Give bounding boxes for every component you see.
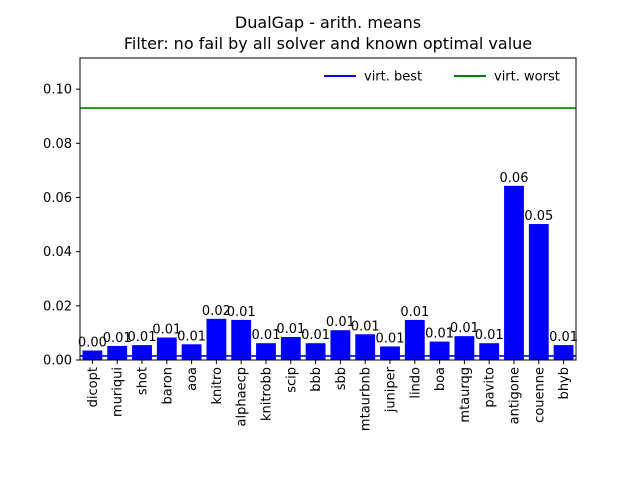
x-tick-label: antigone xyxy=(508,367,523,424)
bar xyxy=(528,224,549,360)
x-tick-label: mtaurqg xyxy=(458,367,473,423)
bar xyxy=(231,319,252,360)
x-tick-label: lindo xyxy=(408,367,423,399)
bar-value-label: 0.01 xyxy=(475,328,504,343)
bar-value-label: 0.01 xyxy=(425,327,454,342)
y-tick-label: 0.08 xyxy=(43,137,72,152)
bar-value-label: 0.01 xyxy=(152,323,181,338)
legend: virt. best virt. worst xyxy=(324,70,560,85)
chart-title: DualGap - arith. means xyxy=(235,13,421,32)
y-tick-label: 0.10 xyxy=(43,83,72,98)
bar xyxy=(404,319,425,360)
x-tick-label: couenne xyxy=(532,367,547,423)
bar xyxy=(305,343,326,360)
bar xyxy=(553,345,574,360)
x-tick-label: dicopt xyxy=(86,367,101,407)
x-tick-label: scip xyxy=(284,367,299,393)
bar-value-label: 0.01 xyxy=(549,330,578,345)
bar xyxy=(132,345,152,360)
bar xyxy=(330,330,351,360)
y-tick-label: 0.00 xyxy=(43,354,72,369)
bar xyxy=(429,341,450,360)
chart-subtitle: Filter: no fail by all solver and known … xyxy=(124,34,532,53)
x-tick-label: shot xyxy=(136,367,151,395)
bar xyxy=(280,336,301,360)
x-tick-label: bhyb xyxy=(557,367,572,399)
bar-value-label: 0.01 xyxy=(400,305,429,320)
bar-value-label: 0.02 xyxy=(202,304,231,319)
bar-value-label: 0.05 xyxy=(524,209,553,224)
bar-value-label: 0.01 xyxy=(227,305,256,320)
bar xyxy=(479,343,500,360)
x-tick-label: sbb xyxy=(334,367,349,390)
bar xyxy=(256,343,276,360)
bar-value-label: 0.01 xyxy=(276,322,305,337)
bar-value-label: 0.01 xyxy=(103,331,132,346)
bar xyxy=(355,334,376,360)
bar-value-label: 0.06 xyxy=(500,171,529,186)
axes-frame xyxy=(79,57,577,361)
x-tick-label: alphaecp xyxy=(235,367,250,426)
x-tick-label: knitro xyxy=(210,367,225,405)
x-tick-label: boa xyxy=(433,367,448,391)
x-tick-label: baron xyxy=(160,367,175,404)
bar-value-label: 0.01 xyxy=(450,321,479,336)
bar xyxy=(107,345,128,360)
bar xyxy=(206,318,227,360)
bar-value-label: 0.01 xyxy=(177,329,206,344)
legend-label: virt. best xyxy=(364,70,422,85)
bar-value-label: 0.01 xyxy=(252,328,281,343)
y-tick-label: 0.06 xyxy=(43,191,72,206)
bar-value-label: 0.01 xyxy=(351,319,380,334)
axes: 0.00 0.02 0.04 0.06 0.08 0.10 dicopt muriqui sho… xyxy=(43,57,577,431)
bar xyxy=(156,337,177,360)
bar-value-label: 0.01 xyxy=(128,330,157,345)
bar-value-label: 0.01 xyxy=(326,315,355,330)
bar xyxy=(181,344,202,360)
y-tick-label: 0.02 xyxy=(43,299,72,314)
x-tick-label: aoa xyxy=(185,367,200,391)
bar xyxy=(504,185,524,360)
x-tick-label: muriqui xyxy=(111,367,126,417)
x-tick-label: bbb xyxy=(309,367,324,392)
x-tick-label: knitrobb xyxy=(260,367,275,421)
x-tick-label: juniper xyxy=(384,366,399,413)
x-tick-label: pavito xyxy=(483,367,498,408)
bar-value-label: 0.01 xyxy=(301,328,330,343)
x-tick-label: mtaurbnb xyxy=(359,367,374,431)
bar-value-label: 0.00 xyxy=(78,336,107,351)
bar xyxy=(454,336,475,360)
plot-area: 0.000.010.010.010.010.020.010.010.010.01… xyxy=(78,107,578,360)
y-tick-label: 0.04 xyxy=(43,245,72,260)
bar xyxy=(380,346,400,360)
legend-label: virt. worst xyxy=(494,70,560,85)
bar-value-label: 0.01 xyxy=(376,331,405,346)
